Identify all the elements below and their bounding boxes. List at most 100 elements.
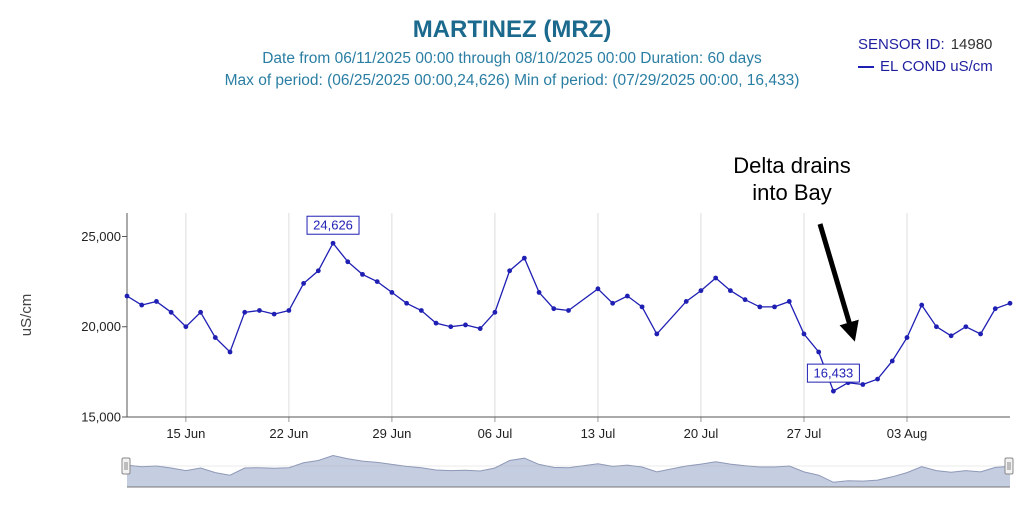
data-point	[227, 349, 233, 355]
annotation-arrow	[817, 223, 859, 342]
annotation-line-1: Delta drains	[733, 153, 851, 178]
sensor-id-label: SENSOR ID:	[858, 36, 945, 53]
data-point	[168, 309, 174, 315]
data-point	[301, 281, 306, 286]
data-point	[257, 308, 262, 313]
data-point	[330, 240, 336, 246]
data-point	[742, 297, 748, 303]
sensor-id-row: SENSOR ID: 14980	[858, 34, 993, 56]
data-point	[566, 308, 571, 313]
grip-icon	[121, 457, 131, 475]
axes: 15 Jun 22 Jun 29 Jun 06 Jul 13 Jul 20 Jul 27 J…	[18, 213, 1010, 441]
x-tick-label: 22 Jun	[269, 426, 308, 441]
data-point	[595, 286, 601, 292]
data-point	[713, 275, 719, 281]
data-point	[1007, 300, 1013, 306]
data-point	[374, 279, 380, 285]
navigator-right-handle[interactable]	[1004, 457, 1014, 475]
data-point	[418, 308, 424, 313]
series-line	[126, 242, 1011, 393]
data-point	[772, 304, 777, 310]
x-tick-label: 13 Jul	[581, 426, 616, 441]
legend: SENSOR ID: 14980 EL COND uS/cm	[858, 34, 993, 78]
data-point	[389, 290, 395, 295]
date-range-subtitle: Date from 06/11/2025 00:00 through 08/10…	[262, 50, 762, 67]
data-point	[315, 268, 321, 274]
data-point	[212, 335, 218, 340]
series-el-cond	[124, 240, 1013, 394]
max-min-subtitle: Max of period: (06/25/2025 00:00,24,626)…	[224, 72, 800, 89]
data-label: 16,433	[814, 366, 854, 381]
legend-item-el-cond[interactable]: EL COND uS/cm	[858, 56, 993, 78]
data-point	[507, 268, 513, 274]
data-point	[198, 309, 203, 315]
x-tick-label: 06 Jul	[478, 426, 513, 441]
data-point	[139, 302, 145, 308]
data-point	[801, 331, 807, 337]
data-point	[698, 288, 704, 294]
legend-series-label: EL COND uS/cm	[880, 58, 993, 75]
data-point	[948, 333, 954, 339]
grip-icon	[1004, 457, 1014, 475]
navigator-area	[127, 455, 1010, 487]
chart-title: MARTINEZ (MRZ)	[412, 16, 612, 43]
annotation-line-2: into Bay	[752, 180, 832, 205]
data-point	[934, 324, 939, 330]
navigator-line	[126, 454, 1011, 483]
data-point	[536, 290, 542, 295]
data-point	[919, 302, 925, 308]
data-point	[345, 259, 351, 265]
x-tick-label: 03 Aug	[887, 426, 928, 441]
y-axis-title: uS/cm	[18, 294, 35, 337]
x-tick-label: 27 Jul	[787, 426, 822, 441]
data-point	[727, 288, 733, 294]
data-point	[757, 304, 763, 310]
x-tick-label: 20 Jul	[684, 426, 719, 441]
data-point	[963, 324, 969, 330]
data-point	[404, 300, 410, 306]
x-tick-label: 15 Jun	[166, 426, 205, 441]
data-point	[492, 309, 498, 315]
data-point	[904, 335, 910, 340]
data-label-box	[306, 215, 360, 235]
data-label-box	[806, 363, 860, 383]
data-point	[624, 293, 630, 299]
data-point	[286, 308, 292, 313]
data-point	[889, 358, 895, 364]
data-point	[875, 376, 880, 382]
y-tick-label: 25,000	[81, 229, 121, 244]
data-point	[477, 326, 483, 331]
data-point	[786, 299, 792, 304]
navigator[interactable]	[121, 454, 1014, 488]
data-point	[242, 309, 248, 315]
data-point	[463, 322, 468, 328]
data-point	[183, 324, 189, 330]
data-point	[831, 388, 836, 394]
data-point	[639, 304, 645, 310]
data-point	[610, 300, 616, 306]
grid-lines	[185, 213, 908, 417]
data-point	[448, 324, 454, 330]
data-point	[860, 382, 866, 387]
data-point	[683, 299, 689, 304]
data-point	[124, 293, 130, 299]
data-point	[654, 331, 660, 337]
data-point	[992, 306, 998, 312]
delta-annotation: Delta drains into Bay	[712, 152, 872, 206]
data-labels: 24,626 16,433	[306, 215, 860, 383]
series-swatch-icon	[858, 66, 874, 69]
data-point	[271, 311, 277, 317]
data-point	[551, 306, 557, 312]
data-label: 24,626	[313, 218, 353, 233]
data-point	[521, 255, 527, 261]
navigator-left-handle[interactable]	[121, 457, 131, 475]
data-point	[816, 349, 822, 355]
y-tick-label: 20,000	[81, 319, 121, 334]
x-tick-label: 29 Jun	[372, 426, 411, 441]
data-point	[433, 320, 439, 326]
data-point	[978, 331, 983, 337]
sensor-id-value: 14980	[950, 36, 993, 53]
data-point	[154, 299, 159, 304]
y-tick-label: 15,000	[81, 410, 121, 425]
